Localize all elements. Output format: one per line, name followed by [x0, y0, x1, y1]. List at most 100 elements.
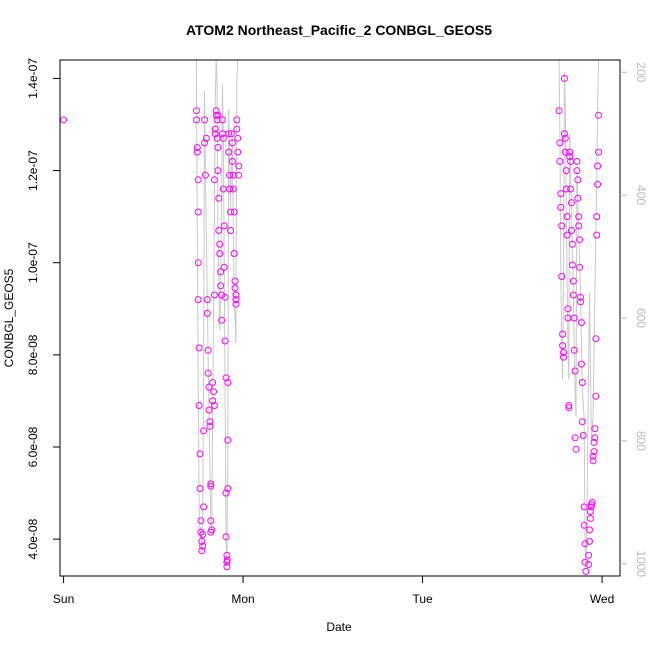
data-point	[560, 74, 568, 82]
pressure-trace-segment	[206, 293, 210, 417]
data-point	[214, 111, 222, 119]
data-point	[210, 388, 217, 396]
data-point	[201, 171, 209, 179]
data-point	[565, 404, 573, 412]
data-point	[225, 148, 233, 156]
data-point	[561, 148, 569, 156]
data-point	[574, 194, 582, 202]
data-point	[198, 537, 206, 545]
data-point	[571, 367, 579, 375]
chart-title: ATOM2 Northeast_Pacific_2 CONBGL_GEOS5	[186, 22, 492, 38]
pressure-trace-segment	[575, 170, 578, 417]
data-point	[215, 194, 223, 202]
data-point	[221, 293, 229, 301]
x-axis: Sun Mon Tue Wed	[53, 576, 614, 606]
data-point	[200, 503, 208, 511]
data-point	[570, 346, 578, 354]
pressure-trace-segment	[236, 59, 239, 85]
y-tick-label: 1.2e-07	[26, 150, 40, 191]
data-point	[586, 526, 593, 534]
data-point	[594, 162, 602, 170]
data-point	[558, 273, 566, 280]
data-point	[212, 107, 220, 115]
pressure-trace-segment	[565, 207, 569, 343]
data-point	[196, 450, 204, 458]
pressure-trace-segment	[578, 231, 581, 294]
right-axis: 200 400 600 800 1000	[620, 62, 648, 577]
data-point	[555, 107, 563, 115]
pressure-trace-segment	[558, 59, 561, 134]
data-point	[209, 379, 217, 386]
data-point	[198, 547, 206, 555]
data-point	[229, 171, 237, 179]
x-tick-label: Sun	[53, 592, 74, 606]
data-point	[216, 250, 224, 257]
data-point	[229, 185, 237, 193]
data-point	[577, 293, 584, 301]
data-point	[587, 503, 595, 511]
y-tick-label: 1.0e-07	[26, 242, 40, 283]
pressure-trace-segment	[221, 84, 224, 134]
pressure-trace-segment	[211, 416, 214, 534]
data-point	[209, 397, 217, 405]
data-point	[585, 551, 593, 559]
pressure-trace-segment	[581, 391, 585, 417]
data-point	[193, 144, 201, 151]
data-point	[228, 157, 236, 165]
data-point	[593, 213, 601, 221]
data-point	[228, 139, 236, 147]
data-point	[580, 503, 588, 511]
data-point	[192, 116, 200, 124]
data-point	[207, 517, 215, 525]
data-point	[225, 130, 233, 138]
data-point	[199, 542, 207, 550]
pressure-trace-segment	[195, 59, 198, 233]
data-point	[589, 452, 597, 460]
data-point	[560, 353, 567, 361]
data-point	[563, 213, 571, 221]
series-layer	[60, 59, 602, 575]
y-axis-label: CONBGL_GEOS5	[2, 268, 16, 367]
data-point	[194, 208, 202, 216]
x-axis-label: Date	[326, 620, 352, 634]
data-point	[585, 561, 593, 568]
data-point	[210, 402, 218, 409]
pressure-trace-segment	[596, 109, 599, 183]
pressure-trace-segment	[226, 453, 229, 564]
pressure-trace-segment	[212, 219, 215, 417]
data-point	[213, 116, 221, 124]
data-point	[581, 558, 589, 566]
data-point	[197, 528, 205, 536]
data-point	[232, 291, 240, 299]
right-tick-label: 400	[634, 185, 648, 205]
pressure-trace-segment	[216, 84, 219, 226]
data-point	[570, 314, 578, 322]
data-point	[194, 296, 202, 304]
data-point	[208, 526, 216, 534]
data-point	[591, 434, 599, 442]
data-point	[214, 144, 222, 151]
pressure-trace-segment	[208, 416, 212, 521]
pressure-trace-segment	[219, 293, 222, 331]
data-point	[226, 185, 234, 193]
pressure-trace-segment	[589, 293, 592, 441]
data-point	[226, 171, 234, 179]
pressure-trace-segment	[586, 440, 589, 527]
data-point	[211, 130, 219, 138]
pressure-trace-segment	[201, 514, 204, 552]
data-point	[216, 240, 224, 248]
data-point	[574, 176, 582, 184]
data-point	[207, 482, 215, 490]
pressure-trace-segment	[559, 133, 562, 269]
data-point	[204, 346, 212, 354]
data-point	[568, 227, 575, 234]
data-point	[559, 342, 567, 350]
pressure-trace-segment	[202, 367, 205, 515]
x-tick-label: Wed	[590, 592, 614, 606]
data-point	[586, 537, 593, 545]
data-point	[195, 402, 203, 409]
data-point	[588, 498, 596, 506]
data-point	[560, 130, 568, 138]
plot-frame	[59, 59, 621, 577]
data-point	[221, 337, 229, 345]
